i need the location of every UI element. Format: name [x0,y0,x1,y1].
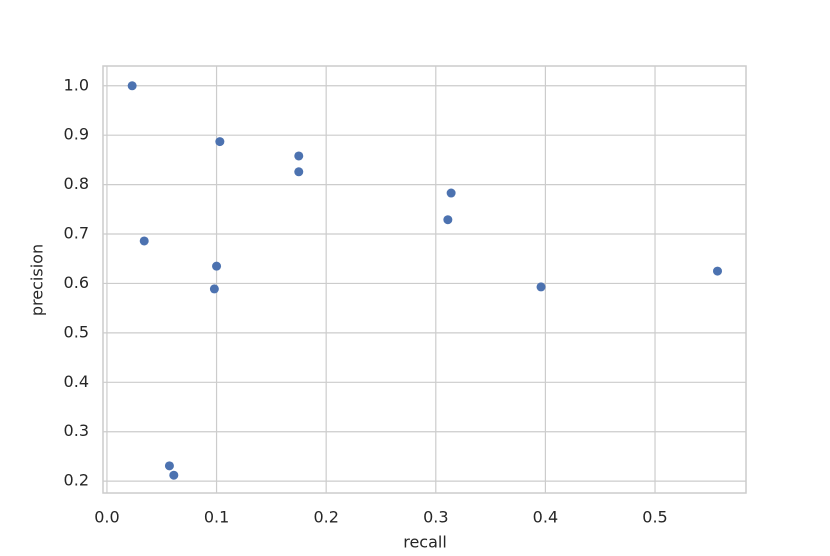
point [209,284,219,294]
y-tick-label: 0.8 [64,174,89,193]
y-tick-label: 0.3 [64,421,89,440]
point [446,188,456,198]
x-tick-label: 0.1 [204,508,229,527]
point [294,151,304,161]
point [164,461,174,471]
plot-frame [102,65,747,494]
point [127,81,137,91]
point [212,261,222,271]
point [139,236,149,246]
point [215,137,225,147]
x-tick-label: 0.0 [94,508,119,527]
x-axis-label: recall [403,533,447,552]
x-tick-label: 0.3 [423,508,448,527]
y-tick-label: 0.4 [64,372,89,391]
y-tick-label: 0.7 [64,224,89,243]
y-tick-label: 0.5 [64,322,89,341]
x-tick-label: 0.5 [642,508,667,527]
y-tick-label: 0.6 [64,273,89,292]
point [294,167,304,177]
x-tick-label: 0.4 [533,508,558,527]
y-tick-label: 0.2 [64,471,89,490]
point [169,470,179,480]
y-tick-label: 0.9 [64,125,89,144]
y-tick-label: 1.0 [64,75,89,94]
y-axis-label: precision [28,244,47,316]
point [443,215,453,225]
point [536,282,546,292]
x-tick-label: 0.2 [313,508,338,527]
point [713,266,723,276]
